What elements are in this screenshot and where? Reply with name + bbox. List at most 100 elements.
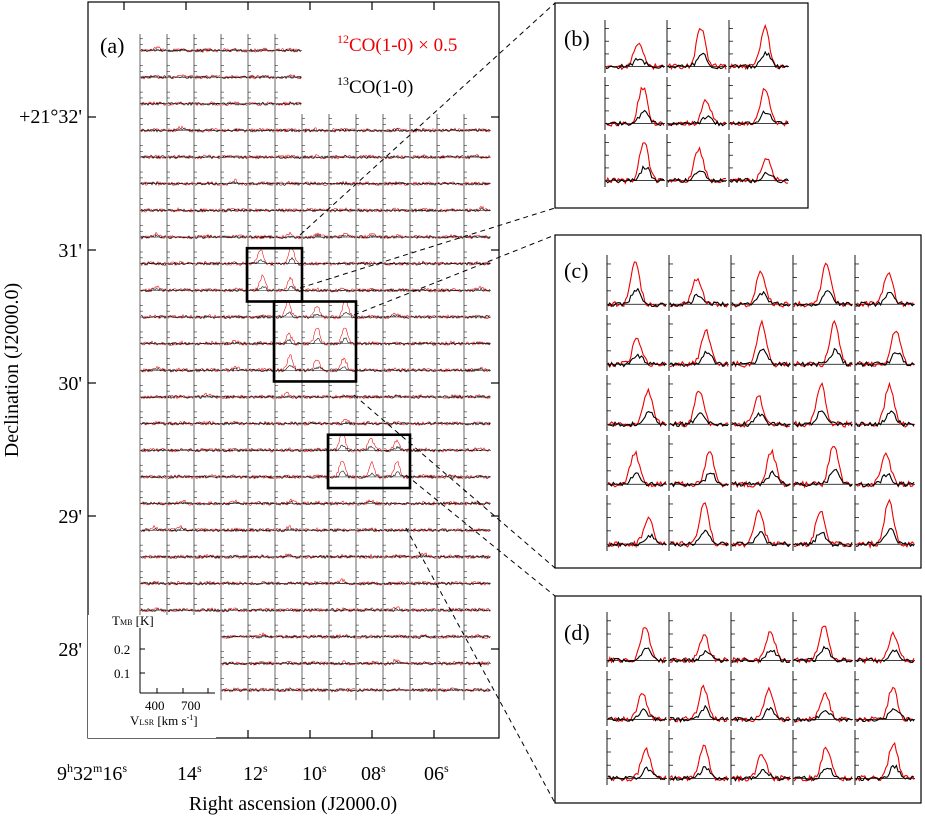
spectrum-13co bbox=[731, 649, 791, 664]
spectrum-13co bbox=[669, 412, 729, 428]
spectrum-13co bbox=[302, 128, 329, 133]
spectrum-13co bbox=[410, 368, 437, 373]
spectrum-12co bbox=[140, 46, 167, 52]
spectrum-cell bbox=[274, 460, 302, 488]
spectrum-13co bbox=[302, 313, 329, 319]
panel-c-label: (c) bbox=[564, 258, 588, 283]
spectrum-13co bbox=[607, 472, 667, 487]
spectrum-13co bbox=[167, 75, 194, 80]
spectrum-13co bbox=[356, 368, 383, 373]
spectrum-12co bbox=[356, 233, 383, 240]
spectrum-12co bbox=[302, 359, 329, 373]
spectrum-13co bbox=[167, 448, 194, 452]
spectrum-13co bbox=[464, 608, 491, 612]
spectrum-12co bbox=[275, 474, 302, 480]
spectrum-13co bbox=[248, 128, 275, 133]
spectrum-13co bbox=[194, 448, 221, 453]
spectrum-cell bbox=[463, 513, 491, 541]
spectrum-13co bbox=[607, 533, 667, 547]
spectrum-13co bbox=[221, 101, 248, 106]
spectrum-cell bbox=[247, 353, 275, 381]
spectrum-cell bbox=[436, 567, 464, 594]
spectrum-12co bbox=[383, 421, 410, 426]
spectrum-cell bbox=[220, 593, 248, 621]
spectrum-cell bbox=[382, 620, 410, 647]
spectrum-cell bbox=[668, 612, 729, 667]
spectrum-13co bbox=[275, 208, 302, 213]
spectrum-13co bbox=[410, 128, 437, 133]
spectrum-13co bbox=[140, 474, 167, 479]
spectrum-cell bbox=[328, 380, 356, 408]
spectrum-cell bbox=[139, 300, 167, 328]
spectrum-cell bbox=[604, 20, 665, 73]
spectrum-cell bbox=[193, 433, 221, 461]
spectrum-13co bbox=[410, 474, 437, 479]
spectrum-cell bbox=[328, 646, 356, 674]
spectrum-13co bbox=[383, 394, 410, 399]
spectrum-13co bbox=[356, 341, 383, 346]
spectrum-13co bbox=[248, 448, 275, 453]
spectrum-13co bbox=[167, 341, 194, 346]
spectrum-cell bbox=[382, 433, 410, 461]
spectrum-13co bbox=[464, 261, 491, 266]
spectrum-13co bbox=[275, 365, 302, 373]
spectrum-cell bbox=[247, 407, 275, 434]
spectrum-13co bbox=[607, 708, 667, 722]
spectrum-cell bbox=[409, 300, 437, 328]
spectrum-13co bbox=[302, 448, 329, 453]
spectrum-cell bbox=[220, 113, 248, 141]
spectrum-cell bbox=[668, 375, 729, 431]
spectrum-13co bbox=[275, 101, 302, 106]
spectrum-cell bbox=[382, 113, 410, 141]
spectrum-12co bbox=[729, 157, 789, 184]
spectrum-12co bbox=[410, 607, 437, 613]
spectrum-13co bbox=[410, 448, 437, 453]
spectrum-12co bbox=[167, 367, 194, 373]
spectrum-13co bbox=[356, 315, 383, 319]
spectrum-13co bbox=[356, 128, 383, 133]
spectrum-cell bbox=[728, 77, 789, 130]
spectrum-13co bbox=[438, 341, 464, 346]
spectrum-13co bbox=[356, 155, 383, 159]
spectrum-13co bbox=[607, 353, 667, 368]
spectrum-13co bbox=[248, 688, 275, 692]
spectrum-cell bbox=[220, 620, 248, 647]
spectrum-13co bbox=[275, 500, 301, 506]
spectrum-cell bbox=[301, 620, 329, 647]
spectrum-12co bbox=[356, 438, 382, 453]
spectrum-13co bbox=[383, 261, 410, 266]
spectrum-cell bbox=[606, 671, 667, 726]
spectrum-12co bbox=[793, 446, 853, 489]
spectrum-cell bbox=[666, 20, 727, 73]
spectrum-12co bbox=[275, 247, 302, 266]
spectrum-12co bbox=[221, 394, 248, 400]
spectrum-13co bbox=[167, 48, 194, 53]
spectrum-12co bbox=[194, 420, 221, 426]
spectrum-cell bbox=[247, 167, 275, 194]
spectrum-13co bbox=[221, 181, 248, 186]
spectrum-13co bbox=[356, 608, 383, 613]
spectrum-12co bbox=[464, 285, 491, 293]
spectrum-13co bbox=[356, 394, 383, 399]
spectrum-cell bbox=[382, 487, 410, 514]
spectrum-13co bbox=[383, 128, 410, 133]
spectrum-13co bbox=[410, 154, 437, 160]
spectrum-12co bbox=[221, 420, 248, 426]
spectrum-13co bbox=[793, 767, 853, 782]
spectrum-cell bbox=[409, 380, 437, 408]
spectrum-13co bbox=[437, 261, 464, 266]
spectrum-12co bbox=[731, 754, 791, 783]
spectrum-13co bbox=[464, 128, 491, 133]
spectrum-13co bbox=[194, 208, 221, 213]
spectrum-cell bbox=[382, 167, 410, 194]
spectrum-13co bbox=[437, 688, 464, 693]
spectrum-cell bbox=[730, 255, 791, 311]
spectrum-cell bbox=[247, 193, 275, 221]
spectrum-cell bbox=[220, 60, 248, 88]
spectrum-12co bbox=[356, 154, 383, 159]
spectrum-13co bbox=[437, 448, 464, 453]
spectrum-cell bbox=[274, 273, 302, 301]
spectrum-12co bbox=[167, 48, 194, 52]
spectrum-cell bbox=[193, 273, 221, 301]
